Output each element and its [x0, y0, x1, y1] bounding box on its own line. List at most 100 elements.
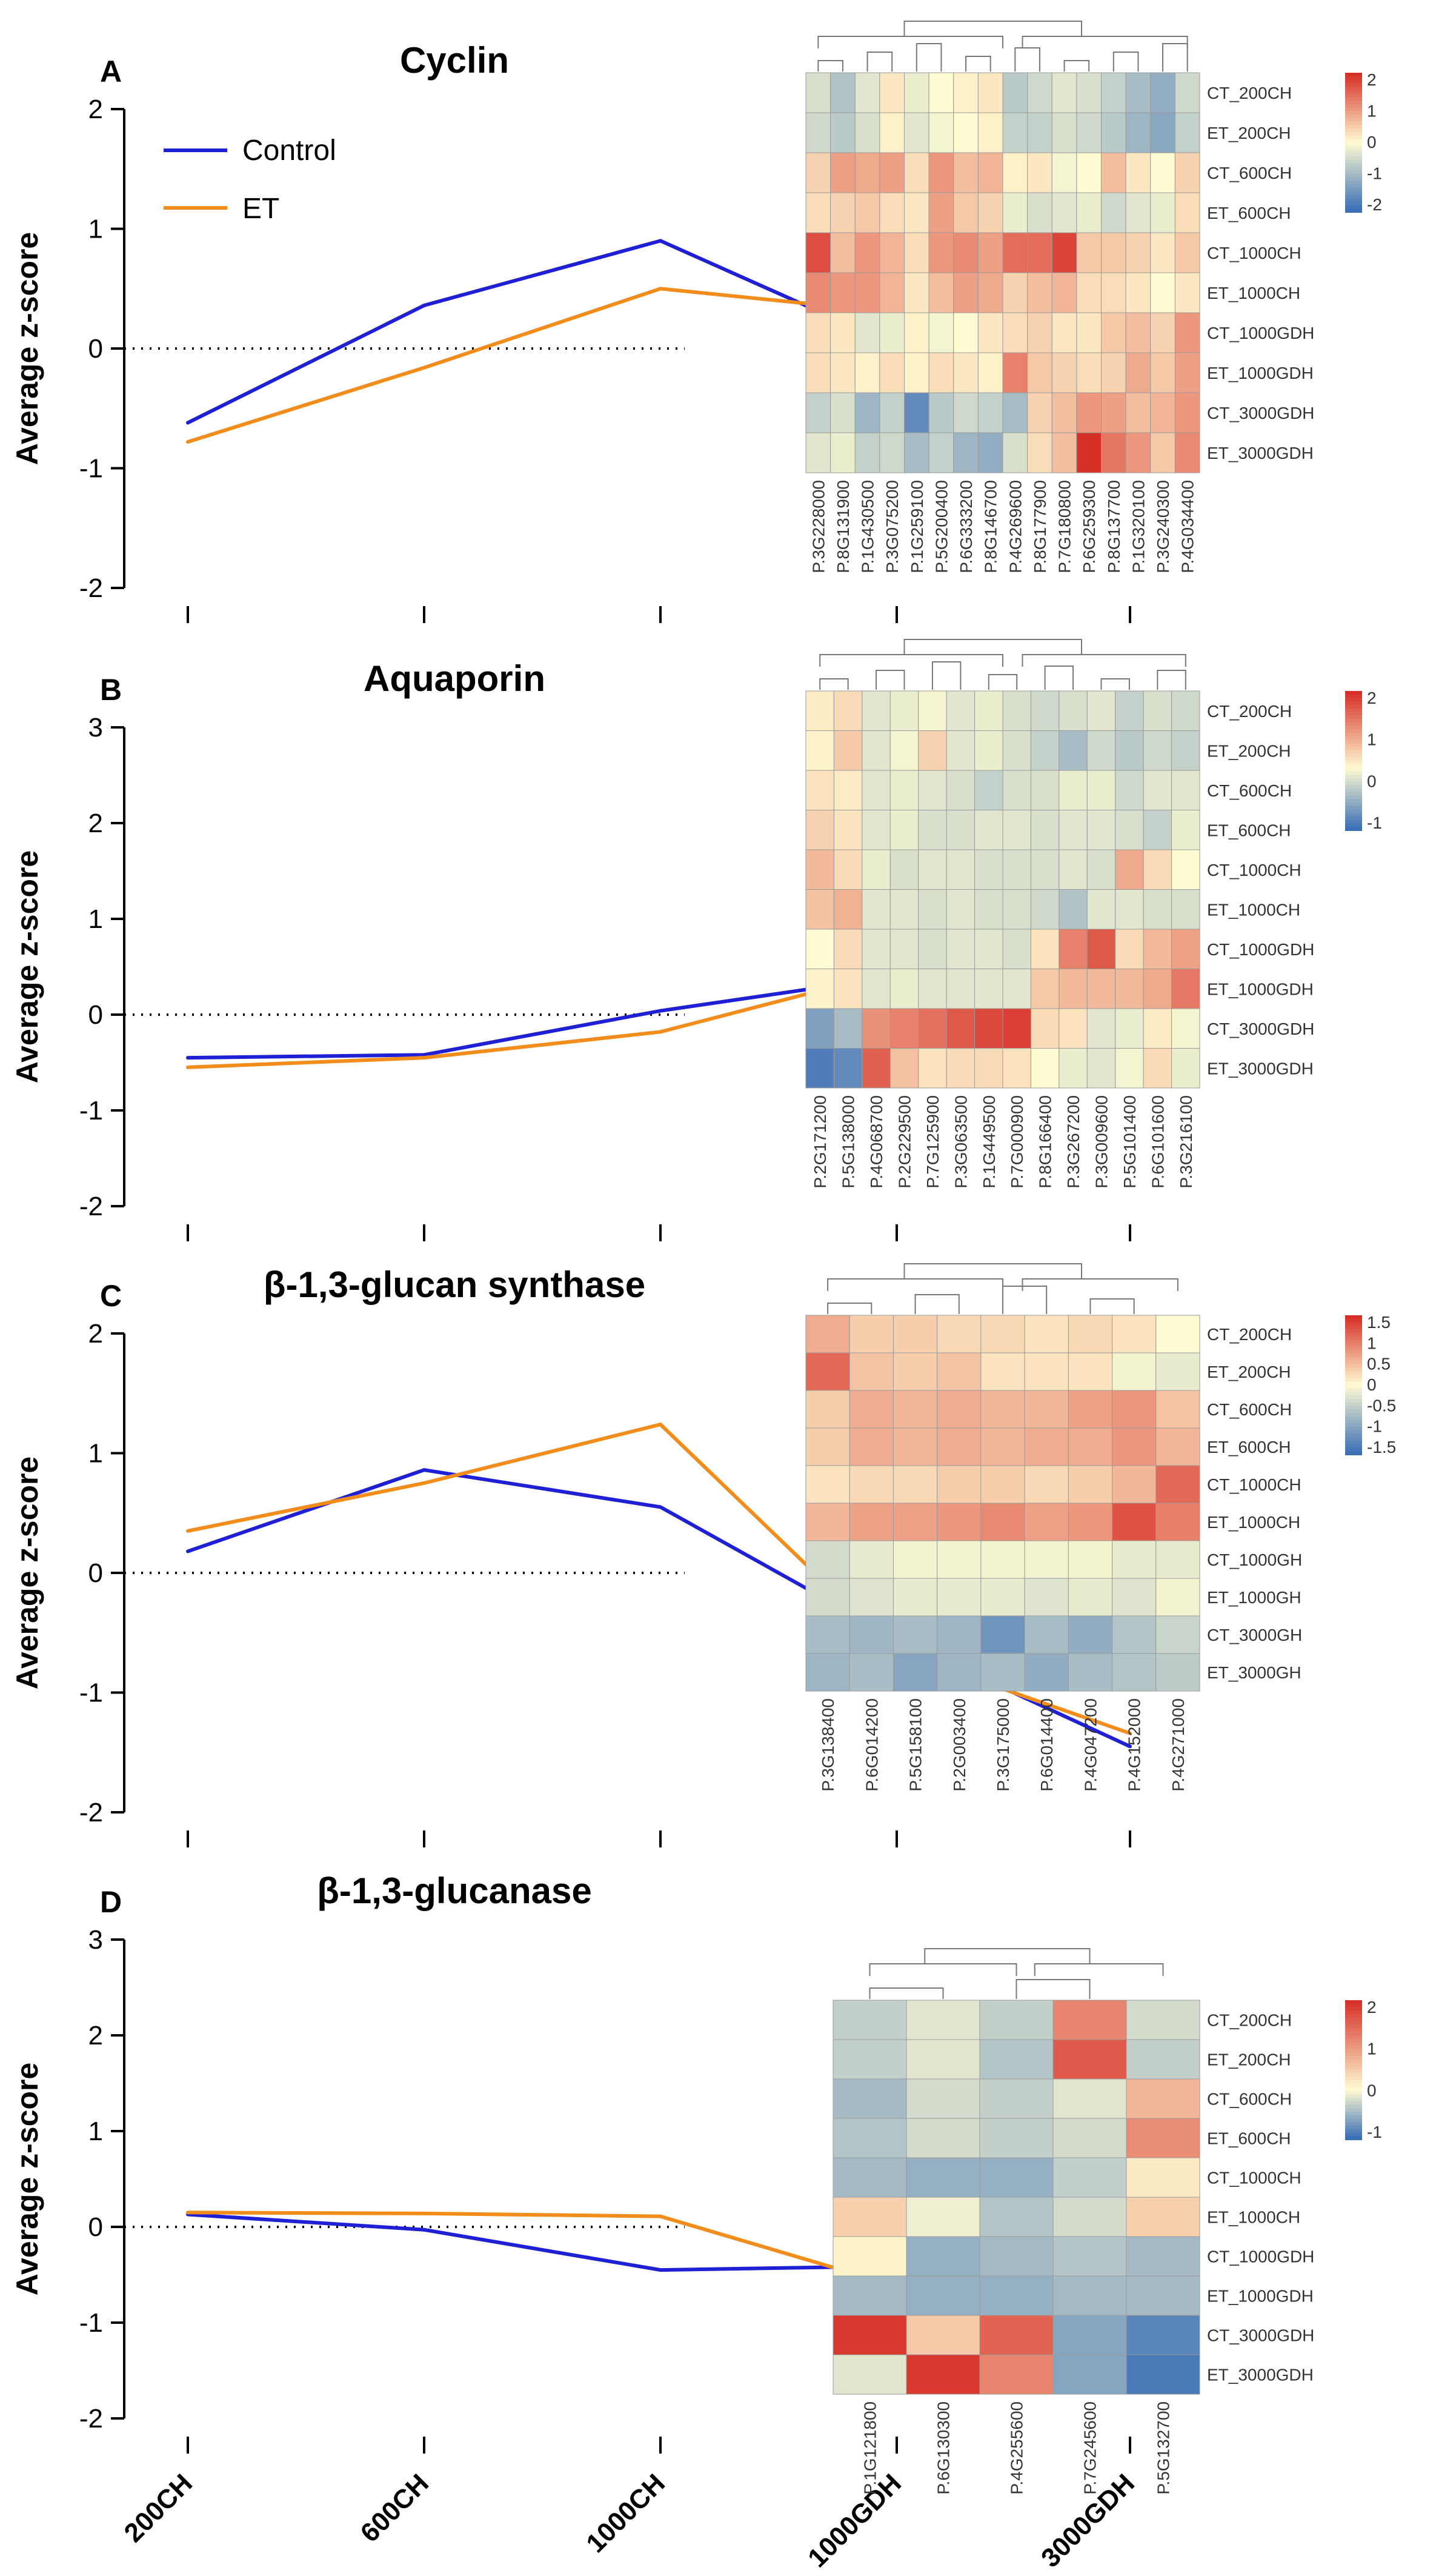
heatmap-cell: [1125, 272, 1151, 313]
heatmap-cell: [1024, 1578, 1069, 1617]
heatmap-cell: [1125, 392, 1151, 433]
colorbar-segment: [1345, 1343, 1362, 1347]
y-tick-label: 0: [88, 1558, 103, 1588]
colorbar-tick-label: -1: [1367, 2123, 1382, 2141]
heatmap-cell: [1086, 810, 1116, 850]
heatmap-cell: [1126, 2157, 1200, 2198]
heatmap-cell: [937, 1315, 982, 1353]
heatmap-cell: [1125, 232, 1151, 273]
heatmap-col-label: P.5G138000: [839, 1095, 858, 1189]
heatmap-cell: [849, 1390, 894, 1429]
heatmap-cell: [979, 2236, 1054, 2277]
heatmap-cell: [1076, 392, 1102, 433]
heatmap-cell: [1155, 1390, 1200, 1429]
dendrogram-branch: [817, 36, 1003, 48]
heatmap-row-label: ET_600CH: [1207, 821, 1291, 839]
panel-letter-A: A: [100, 55, 122, 88]
heatmap-row-label: ET_600CH: [1207, 204, 1291, 222]
heatmap-cell: [805, 232, 831, 273]
y-axis-label: Average z-score: [10, 232, 44, 465]
heatmap-cell: [928, 112, 954, 153]
heatmap-cell: [833, 1008, 863, 1049]
colorbar-segment: [1345, 1367, 1362, 1372]
colorbar-segment: [1345, 2070, 1362, 2074]
heatmap-row-label: ET_1000GDH: [1207, 2287, 1314, 2306]
heatmap-cell: [1076, 192, 1102, 233]
colorbar-segment: [1345, 819, 1362, 824]
colorbar-segment: [1345, 1378, 1362, 1383]
heatmap-cell: [1030, 690, 1060, 731]
colorbar-segment: [1345, 1318, 1362, 1323]
data-point-control: [659, 1505, 662, 1509]
heatmap-cell: [1174, 152, 1200, 193]
heatmap-cell: [977, 72, 1003, 113]
chart-title: Aquaporin: [364, 658, 545, 699]
heatmap-cell: [904, 352, 929, 393]
heatmap-cell: [1174, 432, 1200, 473]
colorbar-segment: [1345, 2052, 1362, 2057]
heatmap-cell: [1068, 1578, 1113, 1617]
heatmap-cell: [1155, 1427, 1200, 1466]
heatmap-cell: [1068, 1653, 1113, 1692]
heatmap-cell: [974, 730, 1003, 771]
heatmap-C: CT_200CH ET_200CH CT_600CH ET_600CH CT_1000C…: [805, 1263, 1396, 1792]
colorbar-segment: [1345, 781, 1362, 786]
heatmap-cell: [906, 2197, 980, 2237]
dendrogram-branch: [914, 1294, 960, 1314]
heatmap-cell: [1052, 2236, 1127, 2277]
heatmap-cell: [1076, 72, 1102, 113]
heatmap-cell: [906, 2078, 980, 2119]
heatmap-cell: [1052, 2118, 1127, 2158]
heatmap-cell: [928, 312, 954, 353]
heatmap-cell: [833, 2118, 907, 2158]
heatmap-cell: [928, 152, 954, 193]
heatmap-cell: [979, 2157, 1054, 2198]
heatmap-cell: [1171, 1008, 1200, 1049]
colorbar-segment: [1345, 1395, 1362, 1400]
colorbar-segment: [1345, 1399, 1362, 1403]
heatmap-cell: [1030, 1048, 1060, 1089]
y-axis-label: Average z-score: [10, 1457, 44, 1689]
colorbar-segment: [1345, 2031, 1362, 2036]
heatmap-cell: [1125, 192, 1151, 233]
heatmap-cell: [977, 152, 1003, 193]
heatmap-cell: [849, 1503, 894, 1541]
colorbar-segment: [1345, 73, 1362, 77]
heatmap-cell: [879, 392, 905, 433]
heatmap-col-label: P.8G137700: [1105, 480, 1123, 573]
heatmap-cell: [980, 1465, 1025, 1504]
heatmap-col-label: P.8G146700: [982, 480, 1000, 573]
dendrogram-branch: [876, 670, 905, 690]
heatmap-cell: [833, 929, 863, 969]
heatmap-cell: [946, 849, 976, 890]
heatmap-cell: [1086, 1048, 1116, 1089]
heatmap-cell: [805, 770, 834, 810]
colorbar-segment: [1345, 2000, 1362, 2004]
heatmap-cell: [889, 1008, 919, 1049]
heatmap-cell: [906, 2039, 980, 2080]
heatmap-cell: [918, 849, 947, 890]
heatmap-cell: [893, 1540, 938, 1579]
colorbar-segment: [1345, 1374, 1362, 1379]
heatmap-cell: [1171, 810, 1200, 850]
heatmap-cell: [974, 770, 1003, 810]
colorbar-segment: [1345, 715, 1362, 719]
heatmap-cell: [1086, 889, 1116, 930]
heatmap-cell: [849, 1540, 894, 1579]
heatmap-row-label: CT_1000GDH: [1207, 324, 1314, 342]
heatmap-cell: [980, 1653, 1025, 1692]
dendrogram-branch: [1112, 52, 1139, 72]
heatmap-cell: [918, 929, 947, 969]
colorbar-segment: [1345, 1420, 1362, 1424]
heatmap-cell: [849, 1352, 894, 1391]
colorbar-segment: [1345, 2014, 1362, 2018]
colorbar-segment: [1345, 2118, 1362, 2123]
panel-letter-B: B: [100, 673, 122, 707]
heatmap-row-label: CT_3000GDH: [1207, 404, 1314, 422]
data-point-et: [186, 440, 190, 444]
dendrogram-branch: [1014, 47, 1040, 72]
dendrogram-branch: [916, 43, 942, 72]
heatmap-cell: [1125, 112, 1151, 153]
heatmap-col-label: P.4G271000: [1169, 1698, 1188, 1792]
heatmap-cell: [893, 1427, 938, 1466]
